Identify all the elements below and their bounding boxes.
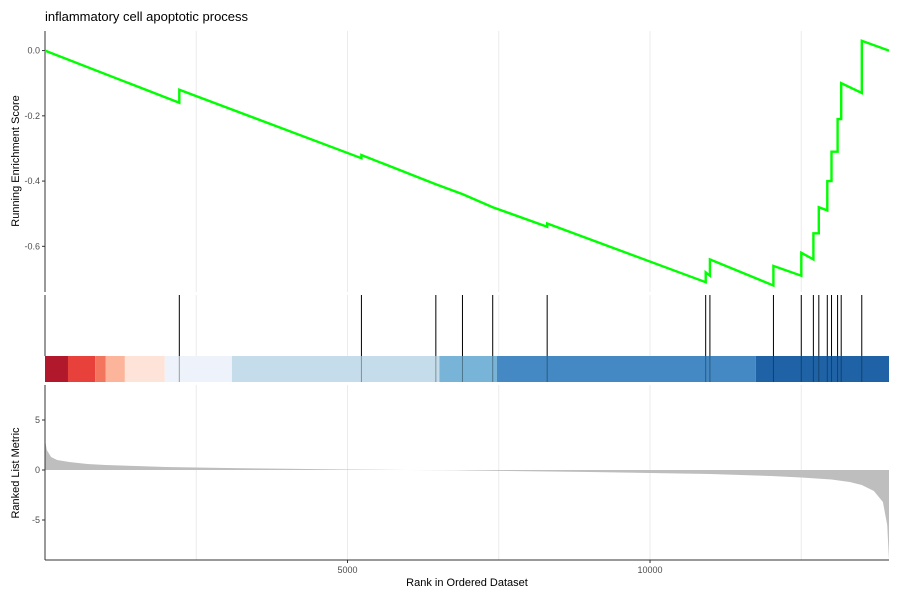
running-enrichment-score-line [44, 39, 890, 288]
rank-x-tick-label: 10000 [638, 565, 663, 575]
color-bar-segment [496, 356, 756, 382]
running-score-y-tick-label: 0.0 [27, 46, 40, 56]
running-score-y-tick-label: -0.4 [24, 176, 40, 186]
color-bar-segment [439, 356, 497, 382]
rank-x-label: Rank in Ordered Dataset [406, 577, 528, 589]
color-bar-segment [231, 356, 440, 382]
color-bar-segment [67, 356, 96, 382]
running-score-panel: 0.0 -0.2 -0.4 -0.6 [24, 31, 890, 292]
color-bar-segment [45, 356, 68, 382]
ranked-metric-area [45, 440, 889, 560]
color-bar-segment [95, 356, 106, 382]
gene-hits-panel [44, 295, 889, 382]
ranked-metric-y-tick-label: -5 [32, 515, 40, 525]
rank-x-axis: 5000 10000 [45, 559, 889, 575]
running-score-y-label: Running Enrichment Score [10, 95, 22, 226]
ranked-metric-y-label: Ranked List Metric [10, 427, 22, 519]
running-score-y-axis: 0.0 -0.2 -0.4 -0.6 [24, 31, 46, 292]
color-bar-segment [124, 356, 165, 382]
rank-color-bar [45, 356, 889, 382]
ranked-metric-y-tick-label: 5 [35, 415, 40, 425]
ranked-metric-panel: 5 0 -5 5000 10000 [32, 385, 889, 575]
ranked-metric-y-axis: 5 0 -5 [32, 385, 46, 560]
running-score-grid [195, 31, 802, 292]
color-bar-segment [105, 356, 125, 382]
color-bar-segment [164, 356, 232, 382]
rank-x-tick-label: 5000 [337, 565, 357, 575]
color-bar-segment [755, 356, 889, 382]
ranked-metric-y-tick-label: 0 [35, 465, 40, 475]
running-score-y-tick-label: -0.6 [24, 241, 40, 251]
running-score-y-tick-label: -0.2 [24, 111, 40, 121]
chart-title: inflammatory cell apoptotic process [45, 9, 249, 24]
